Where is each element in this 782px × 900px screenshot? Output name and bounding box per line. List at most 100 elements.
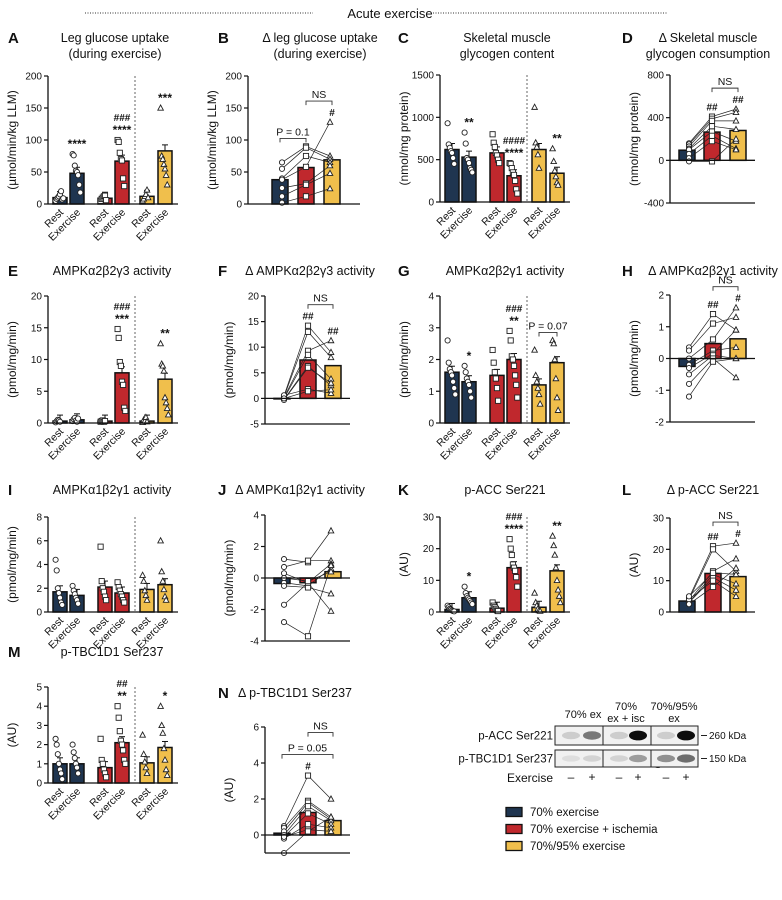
data-point [117,362,124,369]
comparison-bracket [307,732,334,737]
data-point [732,303,740,311]
data-point [554,181,562,188]
data-point [157,104,165,111]
significance-annotation: ** [509,314,519,328]
data-point [120,381,127,388]
data-point [327,379,335,386]
data-point [158,721,166,729]
significance-annotation: ** [552,519,562,533]
data-point [304,557,312,564]
data-point [162,398,170,406]
data-point [550,541,558,549]
data-point [327,567,335,575]
data-point [461,129,468,136]
data-point [685,364,693,372]
data-point [551,355,559,363]
data-point [512,567,519,574]
data-point [708,158,716,165]
data-point [448,372,456,379]
data-point [514,394,521,401]
data-point [467,388,474,395]
data-point [465,381,473,388]
significance-annotation: **** [505,146,524,160]
data-point [326,118,334,125]
y-tick-label: 15 [248,317,260,328]
chart-title: Leg glucose uptake [61,31,169,45]
legend-label: 70% exercise [530,807,599,819]
data-point [552,172,560,180]
data-point [158,567,166,575]
data-point [709,311,717,318]
data-point [304,578,312,585]
blot-row-label: p-ACC Ser221 [478,731,553,743]
data-point [452,391,459,398]
data-point [161,164,169,172]
exercise-sign: + [682,770,689,784]
bracket-label: NS [312,89,327,101]
y-tick-label: 5 [36,387,42,398]
significance-annotation: ## [732,95,744,106]
data-point [141,757,149,765]
data-point [685,593,693,600]
data-point [732,343,740,351]
data-point [304,803,312,810]
data-point [708,123,716,130]
data-point [732,539,740,546]
data-point [278,176,286,183]
data-point [450,154,457,162]
data-point [496,160,503,167]
data-point [75,770,82,777]
data-point [160,585,168,593]
significance-annotation: ## [327,327,339,338]
data-point [162,765,170,773]
data-point [451,385,458,392]
y-tick-label: 0 [36,419,42,430]
data-point [160,366,168,374]
panel-b: B Δ leg glucose uptake (during exercise) 0 5… [205,30,378,211]
y-tick-label: 10 [31,355,43,366]
kda-label: 150 kDa [709,754,747,765]
y-tick-label: 15 [31,323,43,334]
data-point [60,195,67,202]
data-point [326,169,334,176]
panel-letter: D [622,30,633,47]
significance-annotation: # [305,762,311,773]
data-point [685,380,693,387]
data-point [513,381,520,388]
blot-group-label: 70%/95% [650,701,697,713]
data-point [685,158,693,165]
panel-e: E AMPKα2β2γ3 activity 0 5 10 15 20 (pmol/mg/min… [5,263,178,463]
bracket-label: P = 0.1 [276,126,310,138]
y-tick-label: 20 [248,292,260,303]
y-tick-label: 0 [253,831,259,842]
significance-annotation: **** [113,123,132,137]
y-axis-label: (nmol/mg protein) [627,92,641,186]
y-axis-label: (pmol/mg/min) [627,320,641,397]
data-point [278,159,286,166]
data-point [77,189,84,196]
data-point [444,337,451,344]
chart-title: Δ p-ACC Ser221 [667,483,759,497]
data-point [278,193,286,200]
y-tick-label: 4 [428,292,434,303]
bracket-label: P = 0.05 [288,743,327,755]
data-point [553,393,561,401]
panel-c: C Skeletal muscle glycogen content 0 500 1000… [397,30,570,242]
data-point [468,394,475,401]
data-point [708,117,716,124]
bar-4 [531,148,547,203]
data-point [327,795,335,802]
y-axis-label: (AU) [222,778,236,803]
y-tick-label: 4 [253,759,259,770]
chart-title: Δ leg glucose uptake [262,31,377,45]
data-point [536,400,544,407]
significance-annotation: * [467,570,472,584]
data-point [280,619,288,626]
data-point [59,601,66,608]
chart-title: Δ Skeletal muscle [659,31,758,45]
data-point [685,371,693,378]
data-point [709,336,717,343]
data-point [532,371,540,379]
